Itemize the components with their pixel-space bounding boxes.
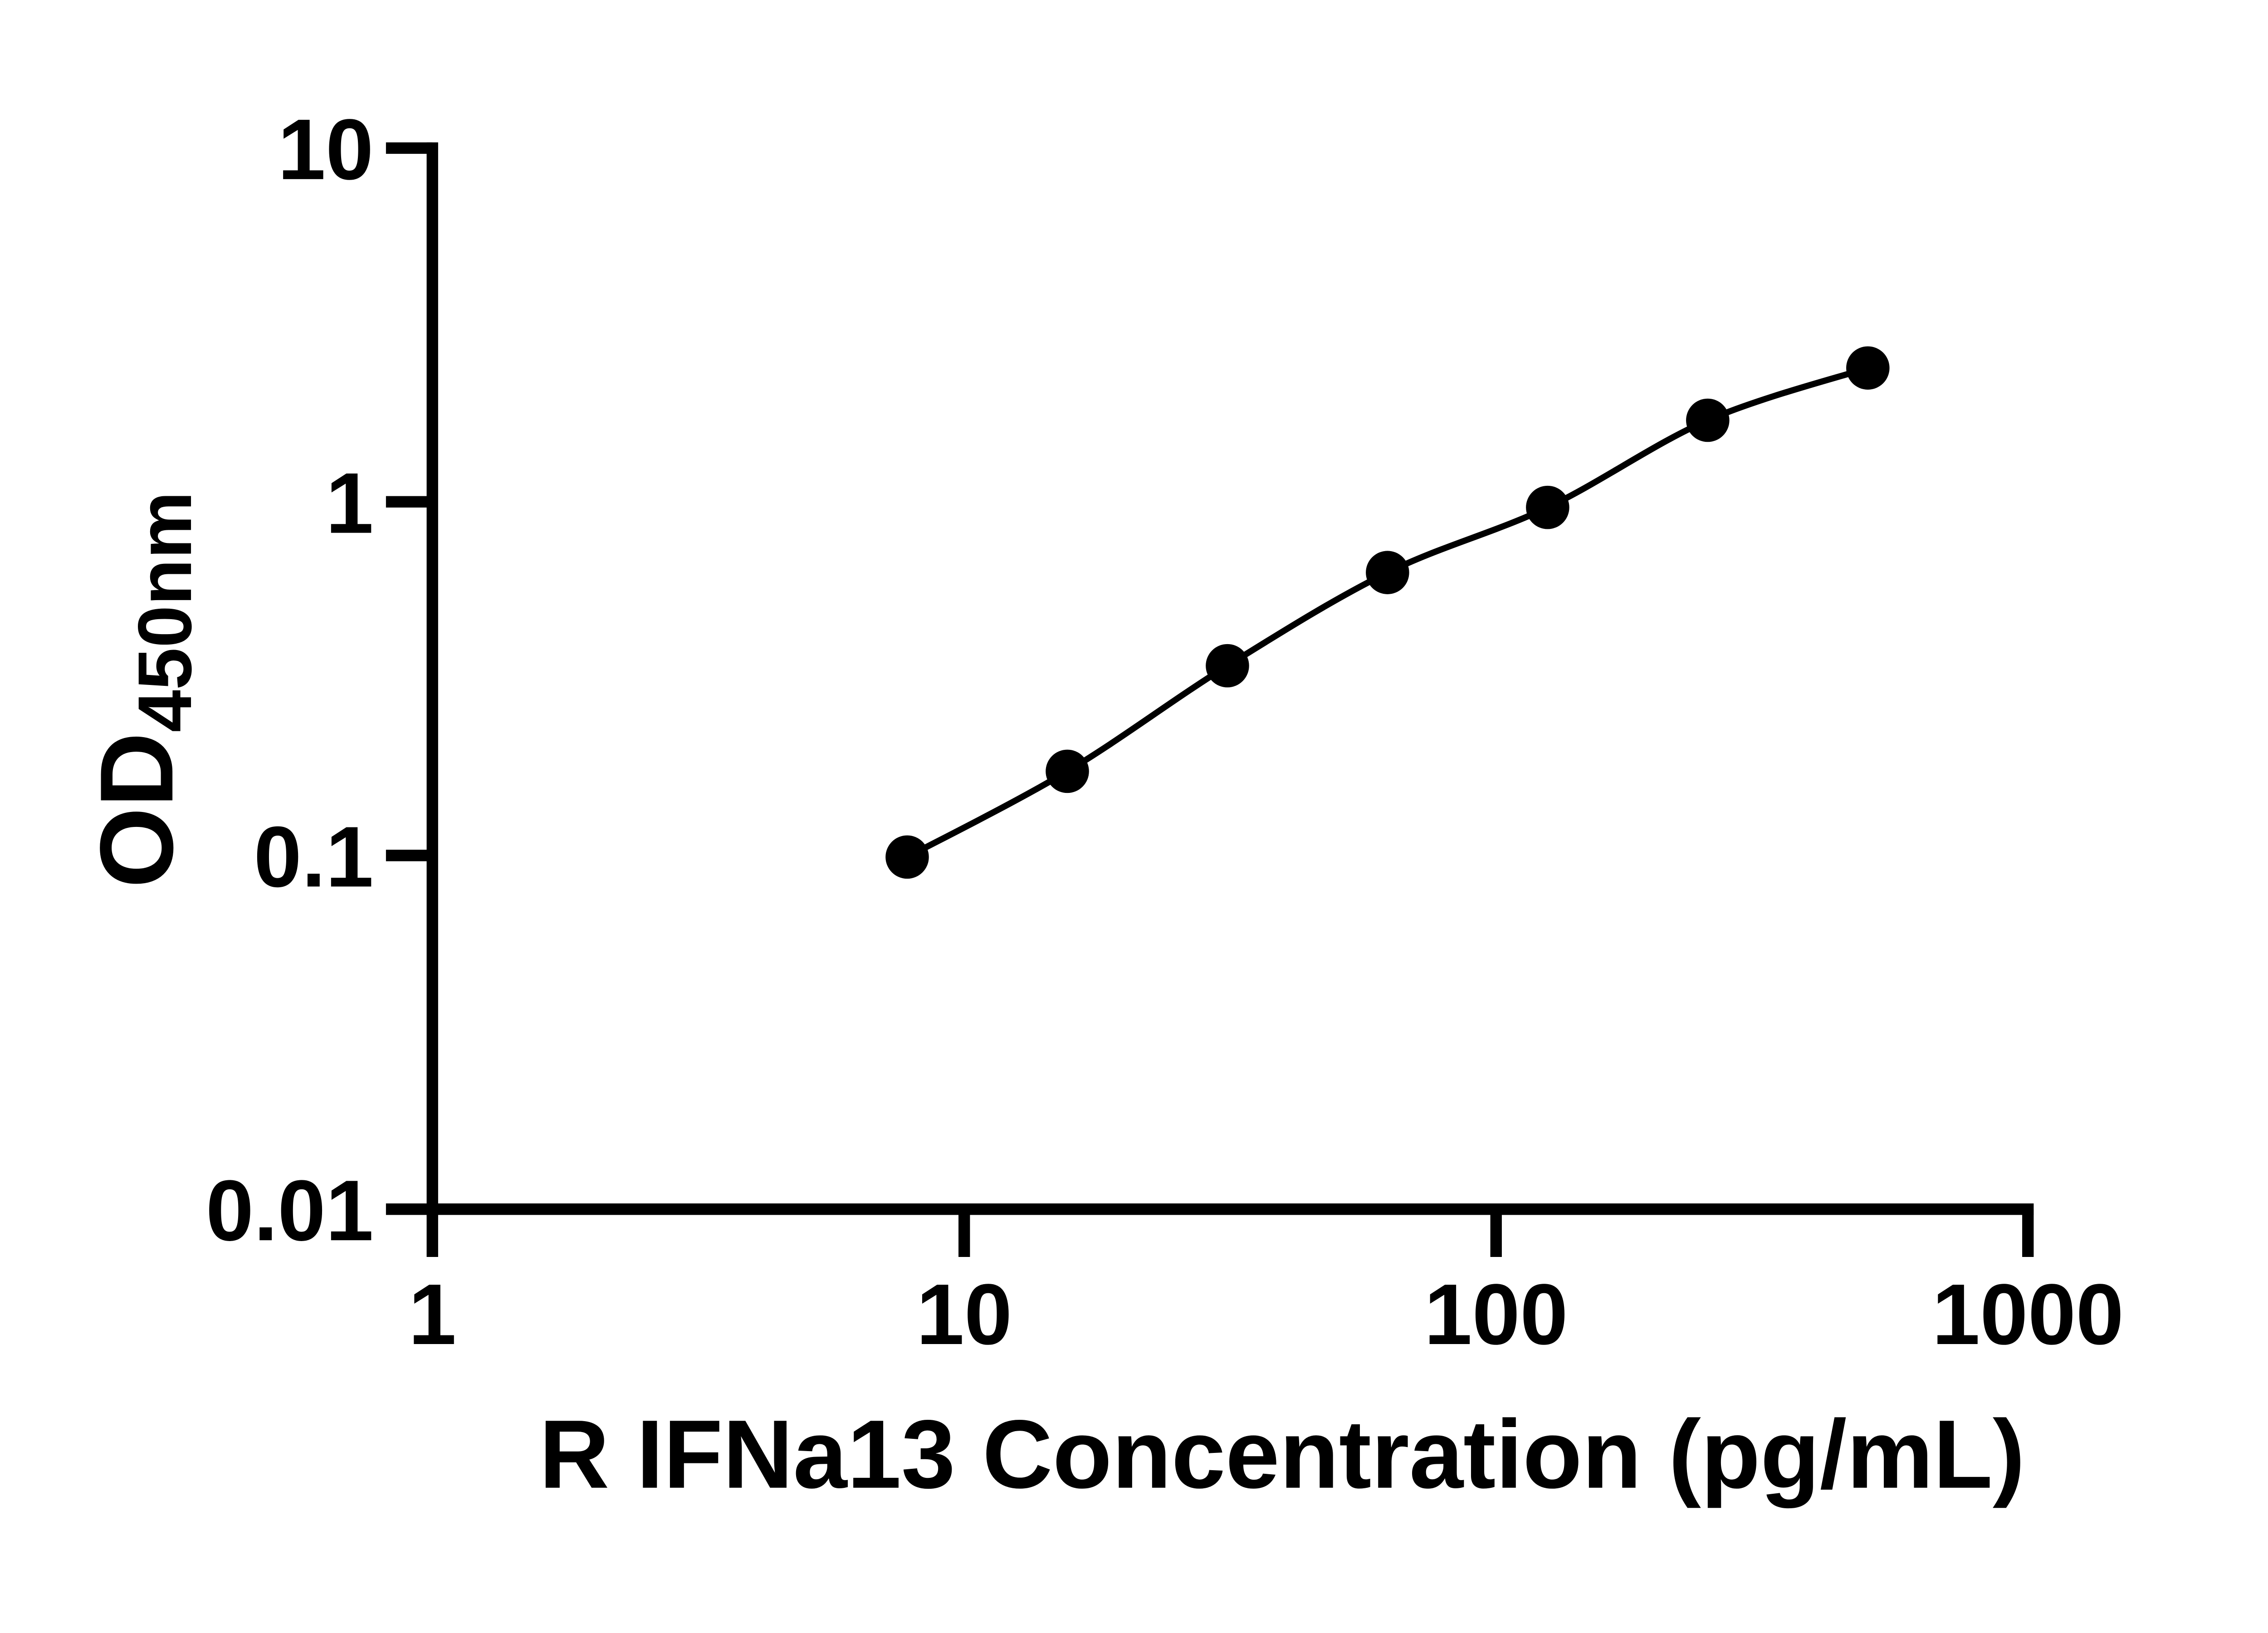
x-axis-tick-label: 1000 [1932,1266,2124,1363]
data-point [1046,749,1089,793]
y-axis-tick-label: 10 [278,102,373,198]
x-axis-title: R IFNa13 Concentration (pg/mL) [539,1400,2025,1509]
y-axis-title-subscript: 450nm [122,491,207,732]
y-axis-title-main: OD [78,732,195,888]
x-axis-tick-label: 10 [916,1266,1012,1363]
data-point [1526,485,1569,529]
x-axis-tick-label: 100 [1424,1266,1568,1363]
y-axis-tick-label: 0.1 [254,809,373,905]
data-point [1366,551,1409,594]
data-point [1206,644,1249,688]
y-axis-tick-label: 1 [326,455,374,552]
y-axis-tick-label: 0.01 [206,1163,374,1259]
data-point [1686,398,1730,442]
data-point [1846,346,1890,390]
x-axis-tick-label: 1 [408,1266,456,1363]
standard-curve-chart: 10 1 0.1 0.01 1 10 100 1000 R IFNa13 Concentrati… [78,101,2124,1509]
y-axis-title: OD450nm [78,491,207,888]
data-point [885,835,929,879]
elisa-standard-curve-figure: 10 1 0.1 0.01 1 10 100 1000 R IFNa13 Concentrati… [78,101,2124,1509]
